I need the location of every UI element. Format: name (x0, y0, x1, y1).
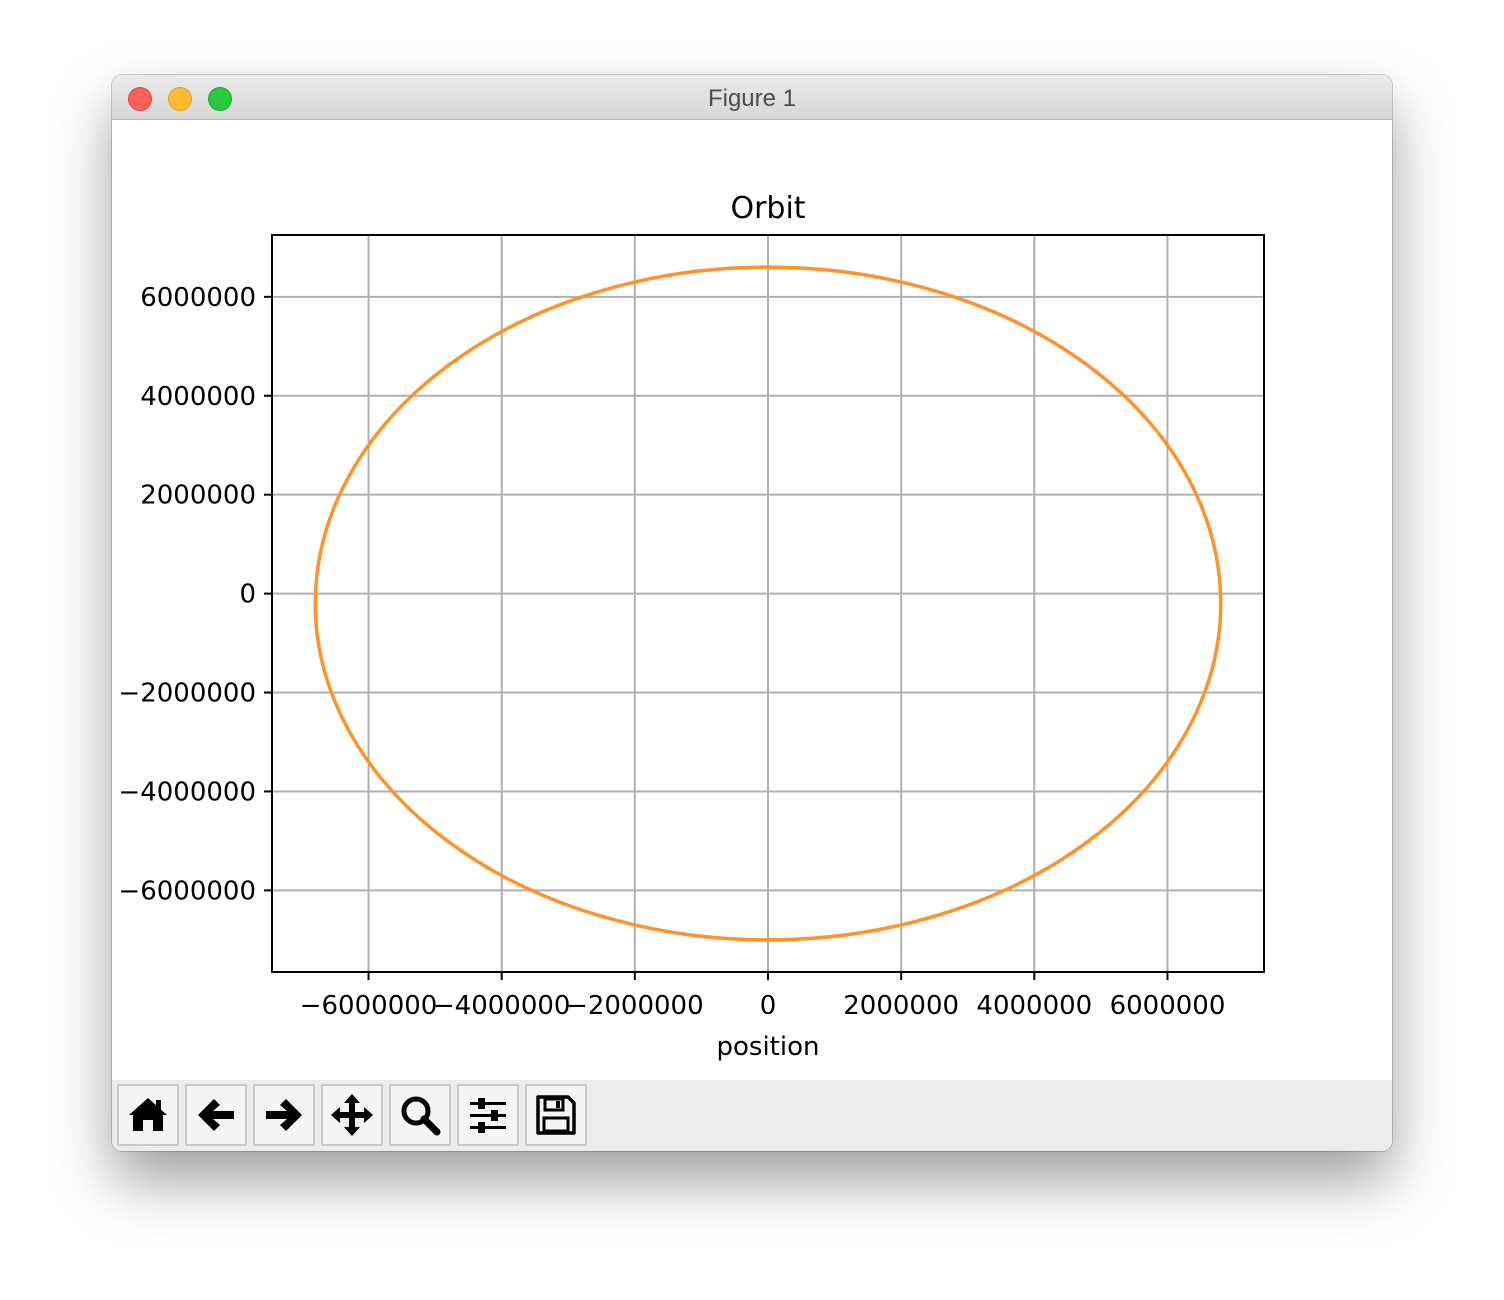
x-tick-label: −4000000 (433, 991, 571, 1021)
navigation-toolbar (112, 1080, 1392, 1151)
forward-button[interactable] (253, 1084, 315, 1146)
back-button[interactable] (185, 1084, 247, 1146)
plot-canvas[interactable]: Orbit −6000000 −4000000 −2000000 0 2000000 40… (112, 120, 1392, 1080)
minimize-window-button[interactable] (168, 87, 192, 111)
window-title: Figure 1 (707, 85, 797, 112)
floppy-disk-icon (536, 1095, 576, 1135)
close-window-button[interactable] (128, 87, 152, 111)
x-tick-label: 2000000 (843, 991, 959, 1021)
y-tick-label: −4000000 (118, 777, 256, 807)
zoom-button[interactable] (389, 1084, 451, 1146)
x-tick-label: −2000000 (566, 991, 704, 1021)
home-icon (129, 1098, 167, 1131)
title-bar: Figure 1 (112, 75, 1392, 120)
grid-lines (272, 235, 1264, 972)
x-tick-label: 6000000 (1110, 991, 1226, 1021)
move-icon (331, 1094, 373, 1136)
home-button[interactable] (117, 1084, 179, 1146)
sliders-icon (470, 1098, 506, 1133)
orbit-chart: Orbit −6000000−4000000−2000000 0 2000000 40… (118, 191, 1265, 1062)
pan-button[interactable] (321, 1084, 383, 1146)
arrow-right-icon (266, 1099, 302, 1131)
arrow-left-icon (198, 1099, 234, 1131)
orbit-line (313, 265, 1223, 942)
y-tick-label: 6000000 (140, 283, 256, 313)
figure-window: Figure 1 Orbit −6000000 −4000000 −2000000 0… (112, 75, 1392, 1151)
chart-title: Orbit (730, 191, 805, 226)
x-tick-label: −6000000 (300, 991, 438, 1021)
y-tick-label: −2000000 (118, 679, 256, 709)
axis-ticks: −6000000−4000000−2000000 0 2000000 4000000 6… (118, 283, 1225, 1021)
zoom-window-button[interactable] (208, 87, 232, 111)
save-button[interactable] (525, 1084, 587, 1146)
configure-subplots-button[interactable] (457, 1084, 519, 1146)
y-tick-label: 4000000 (140, 382, 256, 412)
x-tick-label: 4000000 (976, 991, 1092, 1021)
x-axis-label: position (717, 1032, 820, 1062)
x-tick-label: 0 (760, 991, 777, 1021)
search-icon (401, 1096, 441, 1136)
y-tick-label: −6000000 (118, 876, 256, 906)
y-tick-label: 2000000 (140, 481, 256, 511)
series-group (313, 265, 1223, 942)
y-tick-label: 0 (239, 580, 256, 610)
